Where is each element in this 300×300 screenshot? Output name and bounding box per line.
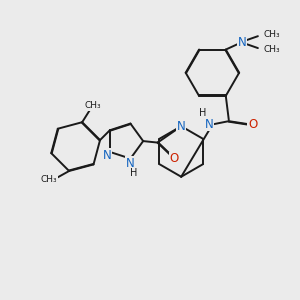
Text: CH₃: CH₃ [41, 176, 58, 184]
Text: N: N [205, 118, 214, 130]
Text: H: H [199, 108, 207, 118]
Text: N: N [126, 157, 135, 169]
Text: O: O [248, 118, 257, 130]
Text: N: N [103, 149, 111, 162]
Text: CH₃: CH₃ [84, 101, 101, 110]
Text: CH₃: CH₃ [264, 45, 280, 54]
Text: CH₃: CH₃ [264, 30, 280, 39]
Text: N: N [238, 36, 247, 49]
Text: O: O [169, 152, 178, 165]
Text: H: H [130, 169, 137, 178]
Text: N: N [177, 120, 186, 133]
